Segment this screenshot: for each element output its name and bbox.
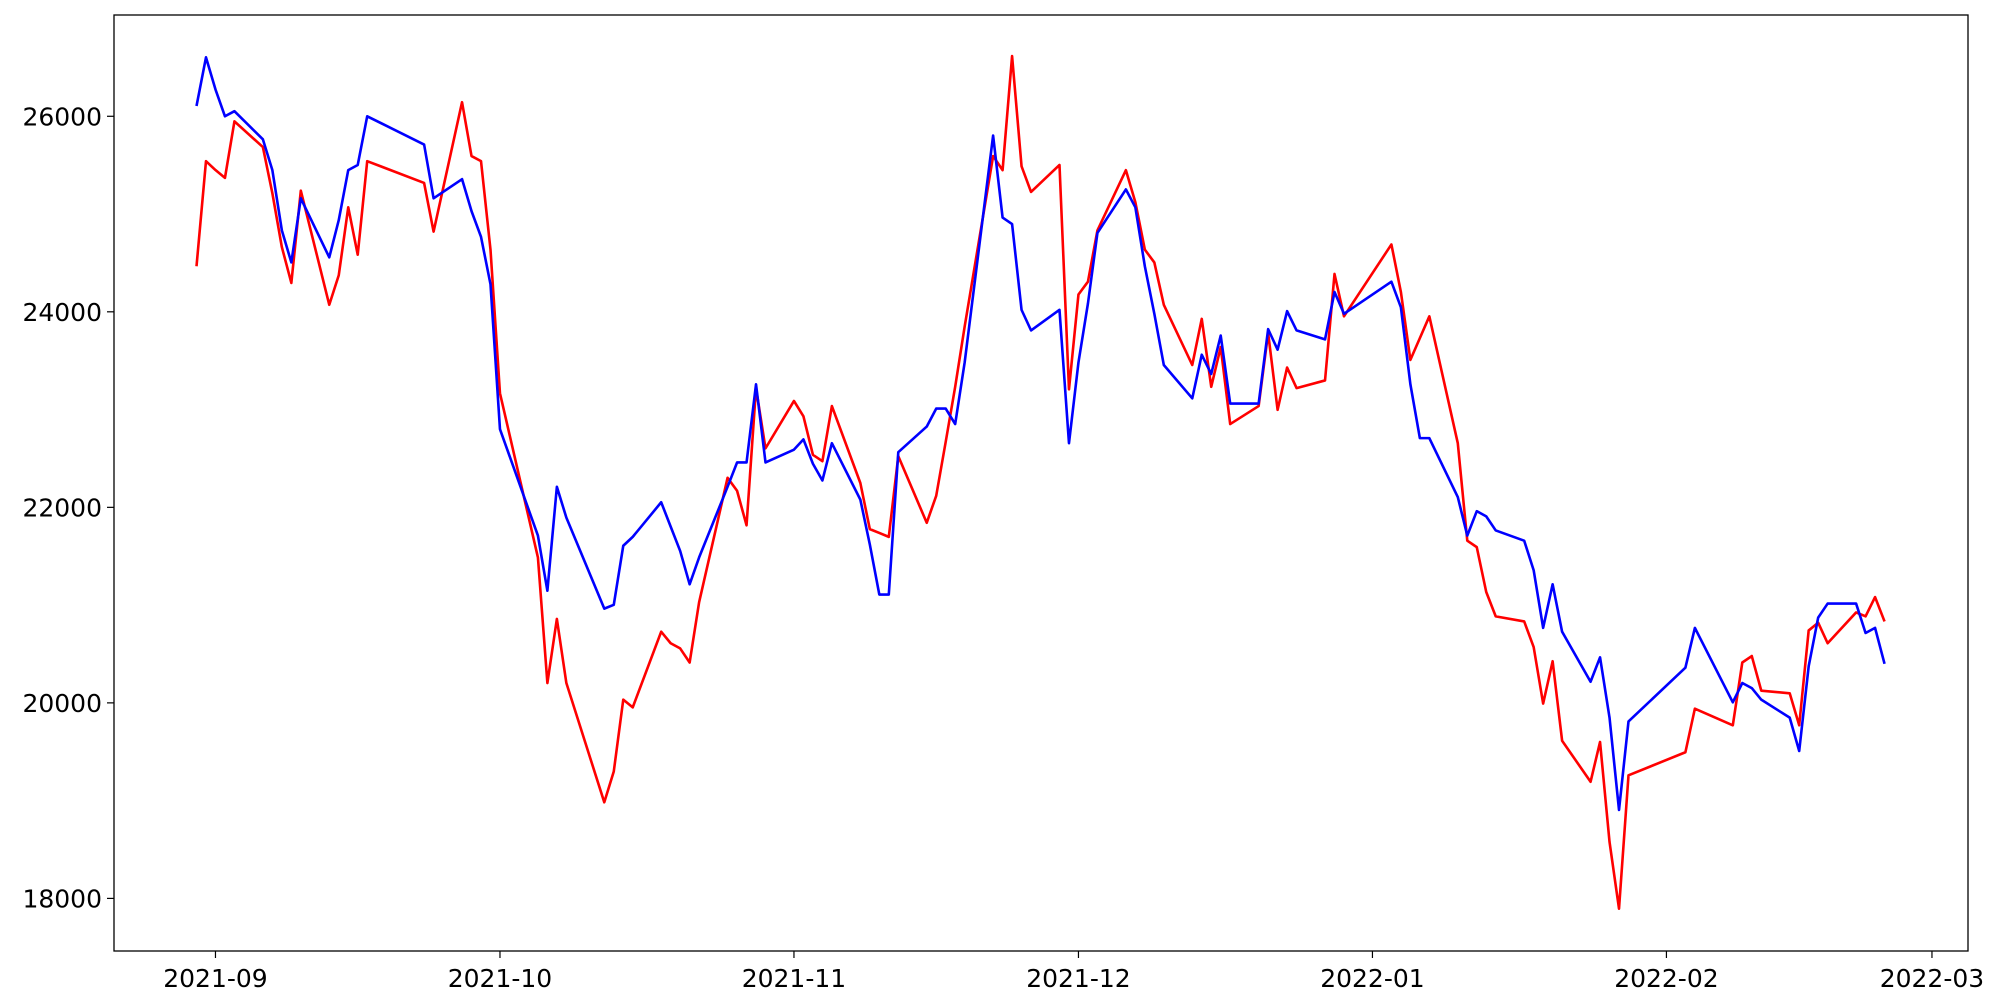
plot-frame bbox=[113, 14, 1969, 952]
x-tick-label: 2021-12 bbox=[1026, 964, 1130, 993]
x-tick-label: 2021-11 bbox=[742, 964, 846, 993]
series-line bbox=[195, 56, 1886, 812]
x-tick-label: 2022-01 bbox=[1320, 964, 1424, 993]
y-tick-label: 22000 bbox=[22, 493, 102, 522]
x-tick-label: 2021-09 bbox=[163, 964, 267, 993]
y-tick-label: 18000 bbox=[22, 884, 102, 913]
series-line bbox=[195, 54, 1886, 910]
y-tick-label: 26000 bbox=[22, 102, 102, 131]
x-tick-label: 2021-10 bbox=[448, 964, 552, 993]
y-tick-label: 20000 bbox=[22, 689, 102, 718]
x-tick-label: 2022-02 bbox=[1614, 964, 1718, 993]
x-tick-label: 2022-03 bbox=[1880, 964, 1984, 993]
y-tick-label: 24000 bbox=[22, 298, 102, 327]
